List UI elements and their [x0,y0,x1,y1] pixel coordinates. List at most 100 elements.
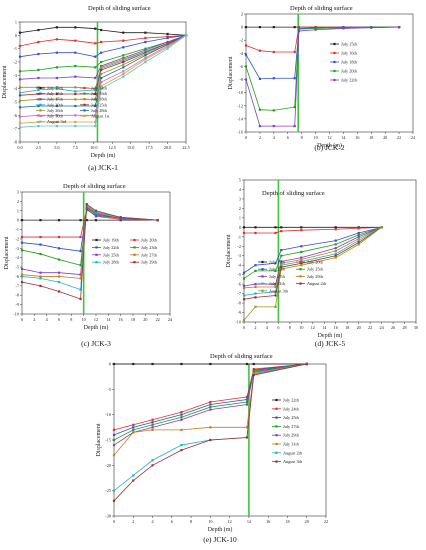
x-tick-label: 10 [208,519,212,524]
data-point [300,251,302,253]
data-point [151,459,153,461]
data-point [151,429,153,431]
y-tick-label: -8 [240,77,244,82]
legend-marker [333,79,335,81]
data-point [94,42,96,44]
data-point [151,426,153,428]
legend-entry: July 17th [47,97,64,102]
data-point [246,436,248,438]
x-tick-label: 12 [327,135,331,140]
data-point [58,272,60,274]
panel-caption: (d) JCK-5 [315,339,345,348]
y-tick-label: 3 [239,196,241,201]
data-point [19,32,21,34]
x-tick-label: 6 [58,317,60,322]
y-tick-label: -7 [14,126,18,131]
series-line [20,27,186,35]
legend-entry: July 23th [141,245,158,250]
data-point [245,26,247,28]
data-point [113,444,115,446]
data-point [21,281,23,283]
legend-entry: July 20th [341,69,358,74]
x-tick-label: 6 [287,135,289,140]
y-tick-label: -1 [238,234,242,239]
data-point [243,226,245,228]
x-tick-label: 16 [355,135,359,140]
y-tick-label: 5 [239,178,241,183]
data-point [358,241,360,243]
x-tick-label: 12.5 [109,145,116,150]
legend: July 19th July 20thJuly 22th July 23thJuly… [92,238,158,265]
series-line [246,27,399,110]
y-tick-label: -6 [238,282,242,287]
legend-entry: July 18th [91,97,108,102]
y-tick-label: -3 [238,253,242,258]
data-point [100,52,102,54]
legend-entry: July 15th [341,42,358,47]
legend-marker [299,283,301,285]
data-point [19,94,21,96]
data-point [254,226,256,228]
x-tick-label: 22 [368,325,372,330]
data-point [132,429,134,431]
data-point [314,29,316,31]
y-tick-label: -10 [13,312,19,317]
data-point [246,403,248,405]
data-point [274,232,276,234]
data-point [79,236,81,238]
legend-entry: July 22th [103,245,120,250]
data-point [94,66,96,68]
legend-entry: July 19th [269,260,286,265]
legend-marker [333,70,335,72]
data-point [180,363,182,365]
legend-marker [133,246,135,248]
data-point [56,66,58,68]
data-point [209,439,211,441]
legend-entry: July 22th [341,78,358,83]
legend-entry: July 23th [269,267,286,272]
legend-entry: July 14th [91,86,108,91]
data-point [19,56,21,58]
data-point [253,374,255,376]
data-point [209,409,211,411]
y-tick-label: -2 [16,236,20,241]
series-line [246,27,399,79]
x-tick-label: 24 [168,317,173,322]
data-point [209,406,211,408]
series-line [22,207,158,275]
data-point [79,219,81,221]
data-point [259,78,261,80]
legend-marker [333,52,335,54]
data-point [151,421,153,423]
plot-frame [20,22,186,142]
data-point [335,250,337,252]
data-point [74,40,76,42]
data-point [358,243,360,245]
x-tick-label: 16 [266,519,270,524]
data-point [144,41,146,43]
y-tick-label: -7 [16,283,20,288]
data-point [254,296,256,298]
data-point [100,69,102,71]
data-point [19,92,21,94]
y-tick-label: 3 [17,190,19,195]
data-point [298,30,300,32]
y-tick-label: -10 [237,90,243,95]
legend-entry: July 16th [341,51,358,56]
data-point [19,100,21,102]
data-point [280,255,282,257]
data-point [342,27,344,29]
data-point [300,258,302,260]
data-point [243,298,245,300]
y-tick-label: -2 [240,38,244,43]
data-point [209,403,211,405]
data-point [370,27,372,29]
x-tick-label: 0 [21,317,23,322]
data-point [37,89,39,91]
x-axis-label: Depth (m) [318,332,343,339]
x-tick-label: 0 [245,135,247,140]
data-point [358,238,360,240]
data-point [39,285,41,287]
data-point [273,77,275,79]
data-point [58,236,60,238]
